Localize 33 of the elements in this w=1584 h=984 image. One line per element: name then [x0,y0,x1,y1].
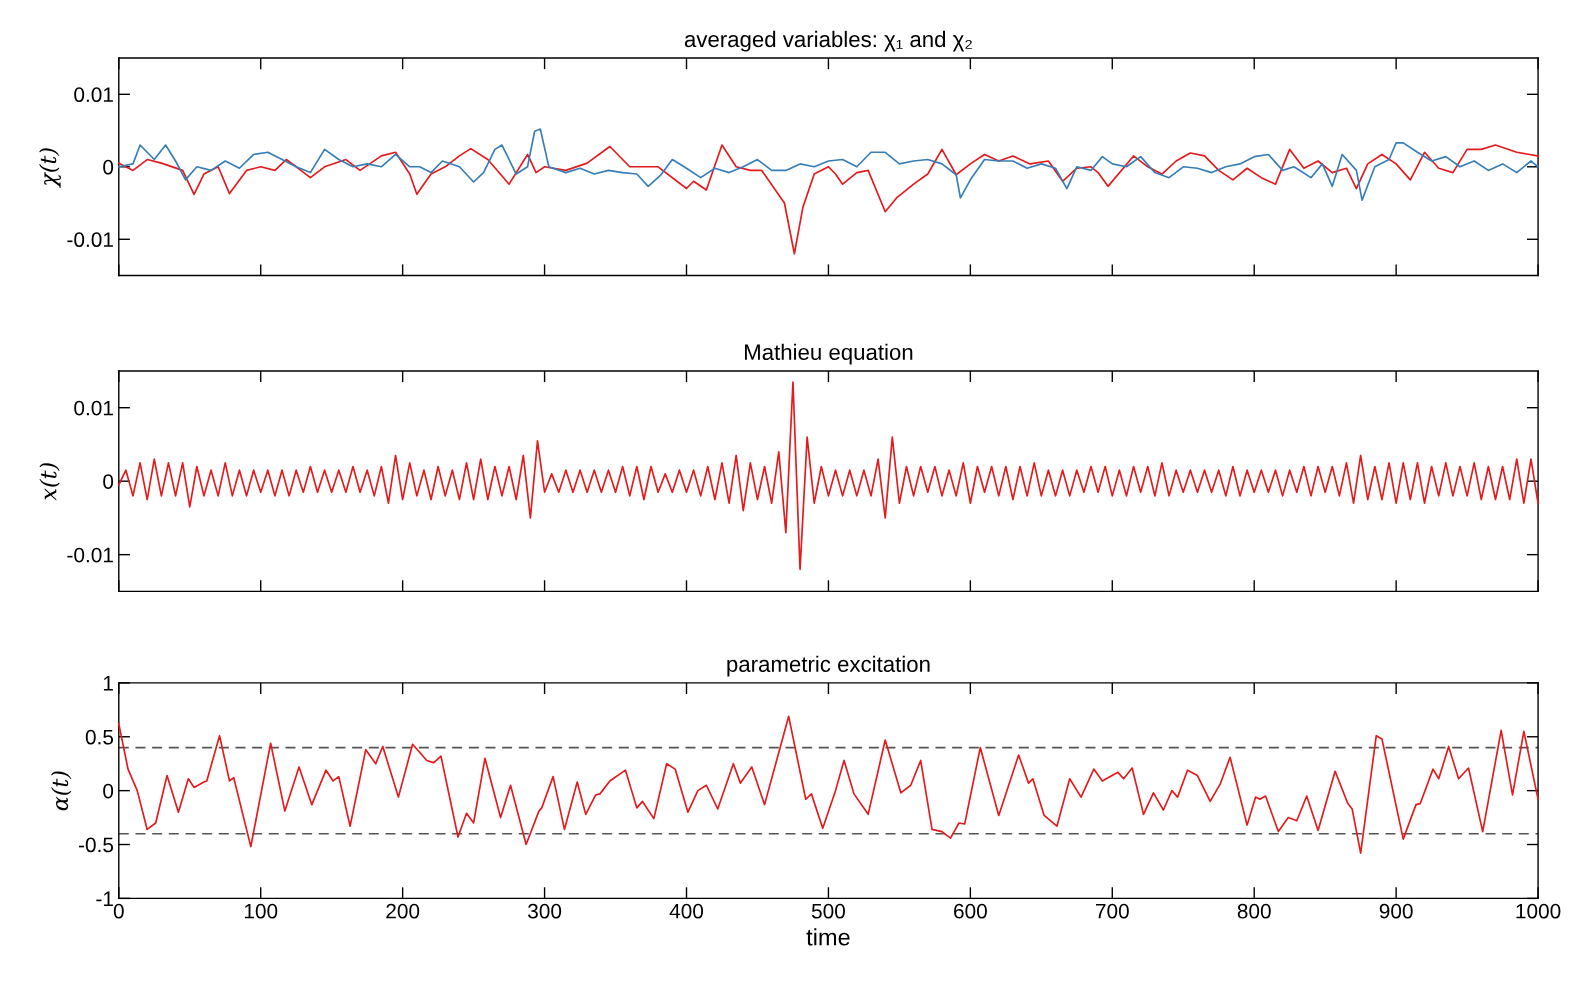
y-tick-label: 0 [103,783,114,799]
y-tick-label: 1 [103,676,113,691]
y-tick-label: 0.5 [85,729,114,745]
y-tick-label: -0.5 [78,837,114,853]
line-series [117,715,1539,854]
x-tick-label: 100 [244,903,278,919]
y-tick-label: 0.01 [74,400,113,416]
x-tick-label: 500 [811,903,845,919]
y-tick-label: -0.01 [67,232,113,248]
chart-title: averaged variables: χ₁ and χ₂ [684,30,972,52]
y-tick-label: 0.01 [74,87,113,103]
chart-title: Mathieu equation [745,343,913,365]
line-series [117,128,1539,201]
y-axis-title: χ(t) [39,148,61,188]
y-tick-label: 0 [103,474,114,489]
x-tick-label: 600 [954,903,987,919]
y-axis-title: x(t) [39,463,60,501]
x-tick-label: 1000 [1516,903,1561,919]
x-tick-label: 400 [669,903,704,919]
x-tick-label: 900 [1379,903,1413,919]
y-tick-label: -1 [96,891,113,906]
line-series [117,381,1539,571]
y-tick-label: 0 [103,159,114,175]
x-tick-label: 0 [113,903,124,919]
x-tick-label: 200 [386,903,420,919]
x-tick-label: 800 [1237,903,1271,919]
y-axis-title: α(t) [50,771,72,811]
y-tick-label: -0.01 [67,547,113,563]
x-tick-label: 700 [1095,903,1129,919]
x-tick-label: 300 [528,903,562,919]
line-series [117,144,1539,255]
chart-title: parametric excitation [727,655,930,677]
x-axis-title: time [806,928,850,946]
